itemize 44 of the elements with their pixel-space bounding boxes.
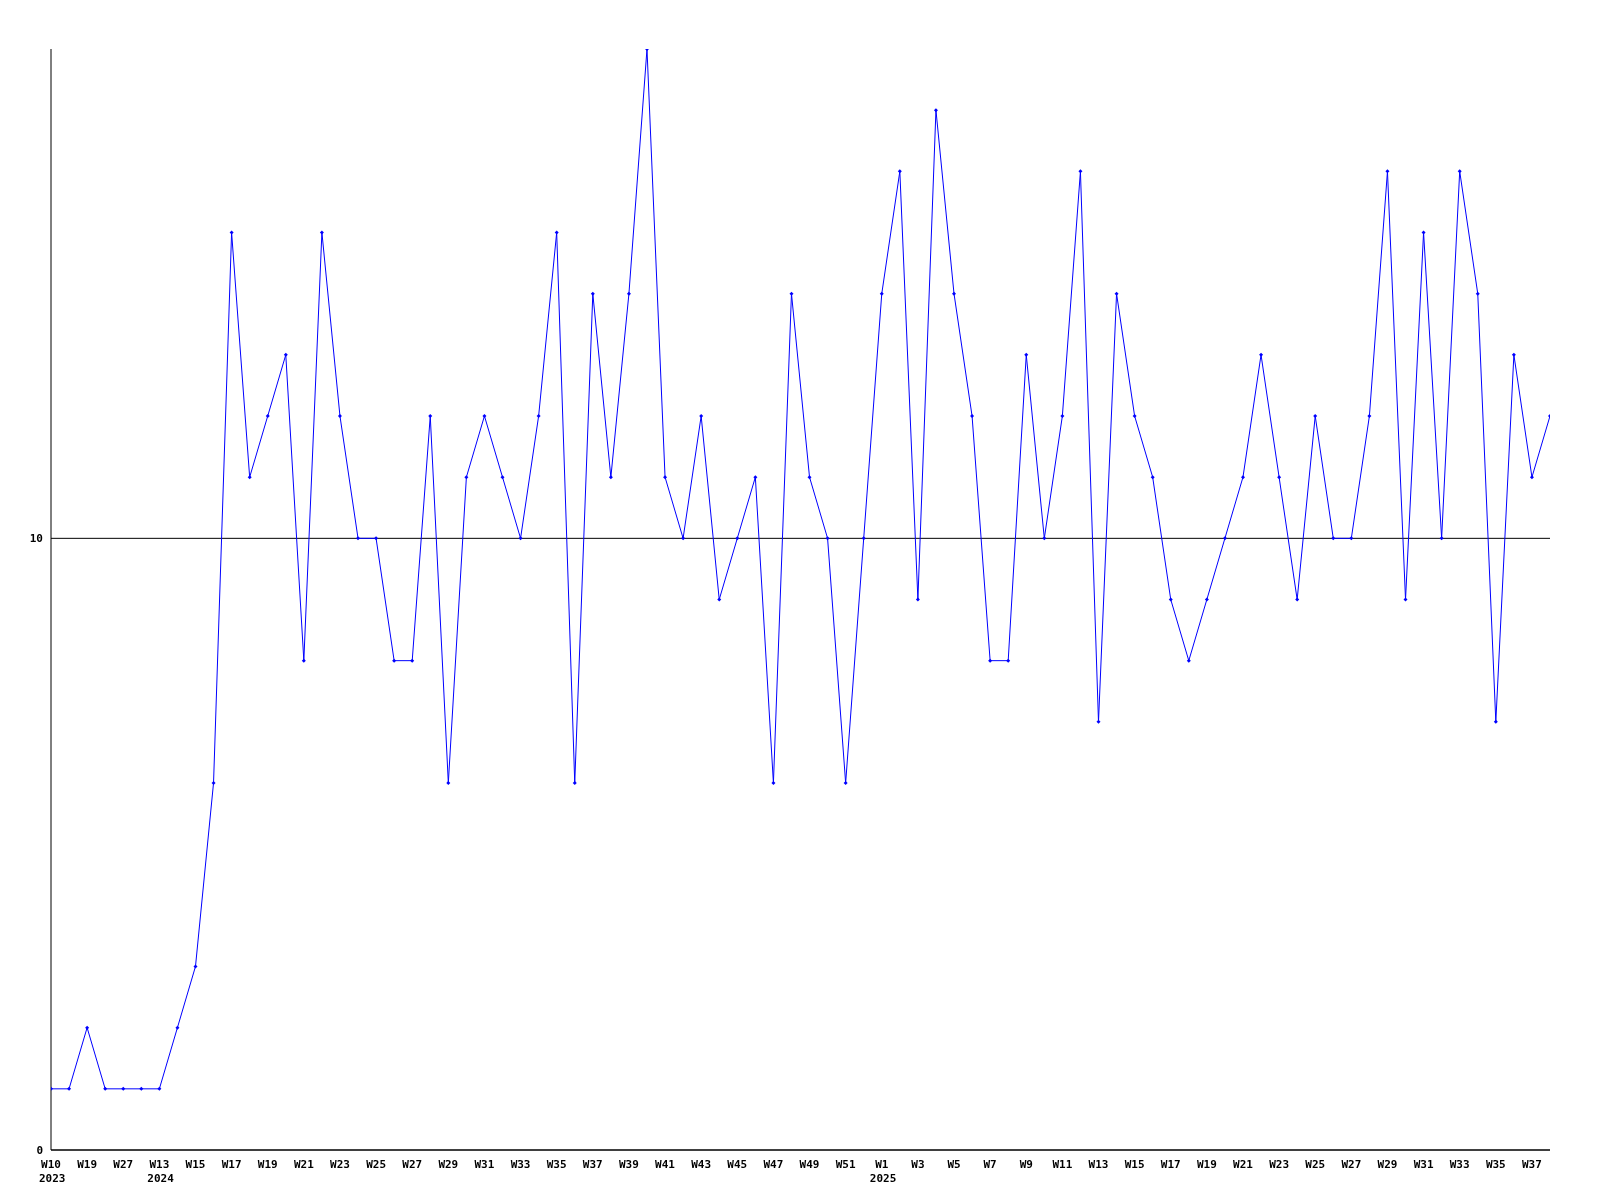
x-tick-label: W43 bbox=[691, 1158, 712, 1171]
x-tick-label: W25 bbox=[366, 1158, 387, 1171]
x-tick-label: W31 bbox=[474, 1158, 495, 1171]
x-tick-label: W23 bbox=[1269, 1158, 1290, 1171]
x-tick-label: W37 bbox=[1522, 1158, 1542, 1171]
x-tick-label: W21 bbox=[1233, 1158, 1254, 1171]
x-tick-label: W17 bbox=[221, 1158, 242, 1171]
x-tick-label: W39 bbox=[618, 1158, 639, 1171]
x-tick-label: W21 bbox=[293, 1158, 315, 1171]
x-tick-label: W10 2023 bbox=[39, 1158, 66, 1185]
x-tick-label: W17 bbox=[1160, 1158, 1181, 1171]
x-tick-label: W7 bbox=[983, 1158, 997, 1171]
x-tick-label: W33 bbox=[1449, 1158, 1470, 1171]
x-tick-label: W27 bbox=[1341, 1158, 1362, 1171]
x-tick-label: W25 bbox=[1305, 1158, 1326, 1171]
x-tick-label: W27 bbox=[113, 1158, 134, 1171]
x-tick-label: W37 bbox=[582, 1158, 603, 1171]
x-tick-label: W31 bbox=[1413, 1158, 1434, 1171]
x-tick-label: W41 bbox=[655, 1158, 676, 1171]
x-tick-label: W1 2025 bbox=[869, 1158, 897, 1185]
x-tick-label: W13 2024 bbox=[147, 1158, 175, 1185]
x-tick-label: W35 bbox=[1485, 1158, 1506, 1171]
x-tick-label: W29 bbox=[1377, 1158, 1398, 1171]
x-tick-label: W13 bbox=[1088, 1158, 1109, 1171]
x-tick-label: W19 bbox=[1196, 1158, 1217, 1171]
x-tick-label: W27 bbox=[402, 1158, 423, 1171]
x-tick-label: W15 bbox=[185, 1158, 206, 1171]
x-tick-label: W19 bbox=[257, 1158, 278, 1171]
y-tick-label: 10 bbox=[29, 532, 43, 546]
y-tick-label: 0 bbox=[36, 1143, 43, 1157]
x-tick-label: W5 bbox=[947, 1158, 961, 1171]
x-tick-label: W45 bbox=[727, 1158, 748, 1171]
x-tick-label: W33 bbox=[510, 1158, 531, 1171]
x-tick-label: W49 bbox=[799, 1158, 820, 1171]
x-tick-label: W23 bbox=[330, 1158, 350, 1171]
x-tick-label: W19 bbox=[77, 1158, 98, 1171]
x-tick-label: W15 bbox=[1124, 1158, 1145, 1171]
x-tick-label: W35 bbox=[546, 1158, 567, 1171]
x-tick-label: W3 bbox=[911, 1158, 925, 1171]
x-tick-label: W29 bbox=[438, 1158, 459, 1171]
x-tick-label: W47 bbox=[763, 1158, 784, 1171]
x-tick-label: W9 bbox=[1019, 1158, 1033, 1171]
x-tick-label: W11 bbox=[1052, 1158, 1073, 1171]
x-tick-label: W51 bbox=[835, 1158, 856, 1171]
